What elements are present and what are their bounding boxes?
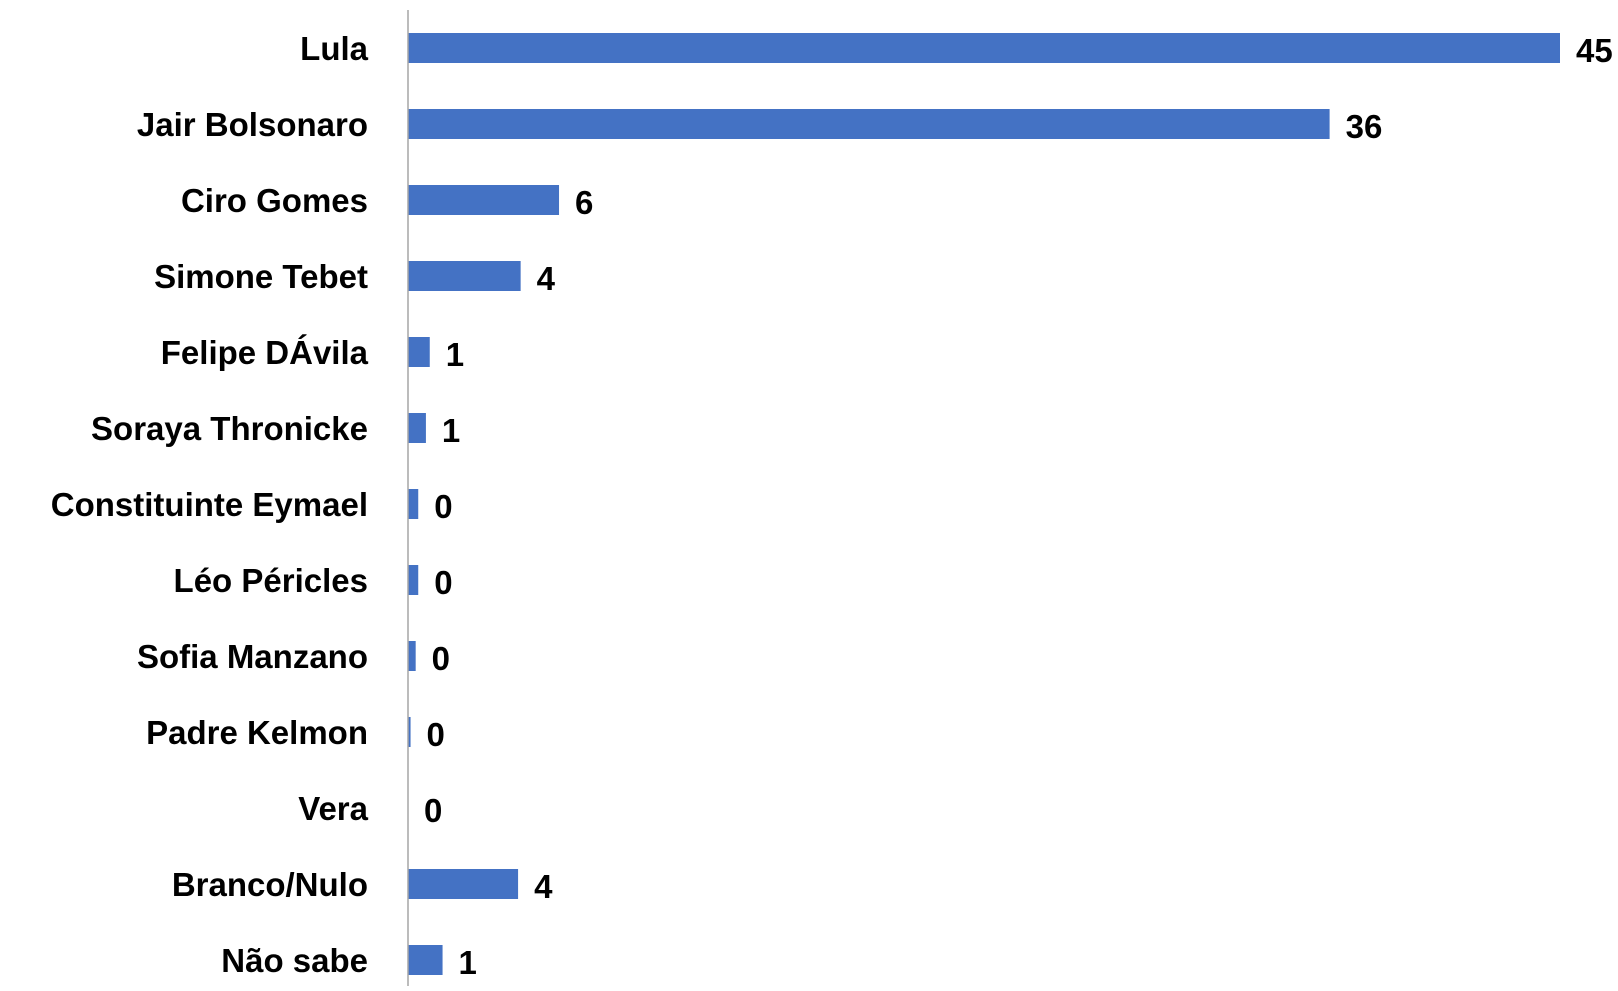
category-label: Ciro Gomes xyxy=(181,182,368,219)
bar-6 xyxy=(408,413,426,443)
category-label: Não sabe xyxy=(221,942,368,979)
category-label: Constituinte Eymael xyxy=(51,486,368,523)
data-label: 36 xyxy=(1346,108,1383,145)
category-label: Lula xyxy=(300,30,368,67)
bar-9 xyxy=(408,641,416,671)
data-label: 0 xyxy=(434,488,452,525)
data-label: 1 xyxy=(442,412,460,449)
bar-3 xyxy=(408,185,560,215)
bar-7 xyxy=(408,489,419,519)
category-label: Jair Bolsonaro xyxy=(137,106,368,143)
bars-layer xyxy=(408,33,1560,975)
bar-1 xyxy=(408,33,1560,63)
category-label: Simone Tebet xyxy=(154,258,368,295)
data-label: 0 xyxy=(427,716,445,753)
data-label: 6 xyxy=(575,184,593,221)
bar-8 xyxy=(408,565,419,595)
value-labels: 45 36 6 4 1 1 0 0 0 0 0 4 1 xyxy=(424,32,1613,981)
bar-12 xyxy=(408,869,519,899)
data-label: 1 xyxy=(446,336,464,373)
data-label: 0 xyxy=(432,640,450,677)
category-label: Branco/Nulo xyxy=(172,866,368,903)
category-labels: Lula Jair Bolsonaro Ciro Gomes Simone Tebet… xyxy=(51,30,369,979)
bar-2 xyxy=(408,109,1330,139)
bar-10 xyxy=(408,717,411,747)
bar-4 xyxy=(408,261,521,291)
data-label: 4 xyxy=(534,868,553,905)
data-label: 0 xyxy=(434,564,452,601)
category-label: Felipe DÁvila xyxy=(161,334,369,371)
data-label: 45 xyxy=(1576,32,1613,69)
category-label: Soraya Thronicke xyxy=(91,410,368,447)
category-label: Léo Péricles xyxy=(174,562,368,599)
bar-13 xyxy=(408,945,443,975)
data-label: 0 xyxy=(424,792,442,829)
category-label: Sofia Manzano xyxy=(137,638,368,675)
category-label: Padre Kelmon xyxy=(146,714,368,751)
data-label: 4 xyxy=(537,260,556,297)
bar-5 xyxy=(408,337,430,367)
data-label: 1 xyxy=(459,944,477,981)
category-label: Vera xyxy=(298,790,368,827)
